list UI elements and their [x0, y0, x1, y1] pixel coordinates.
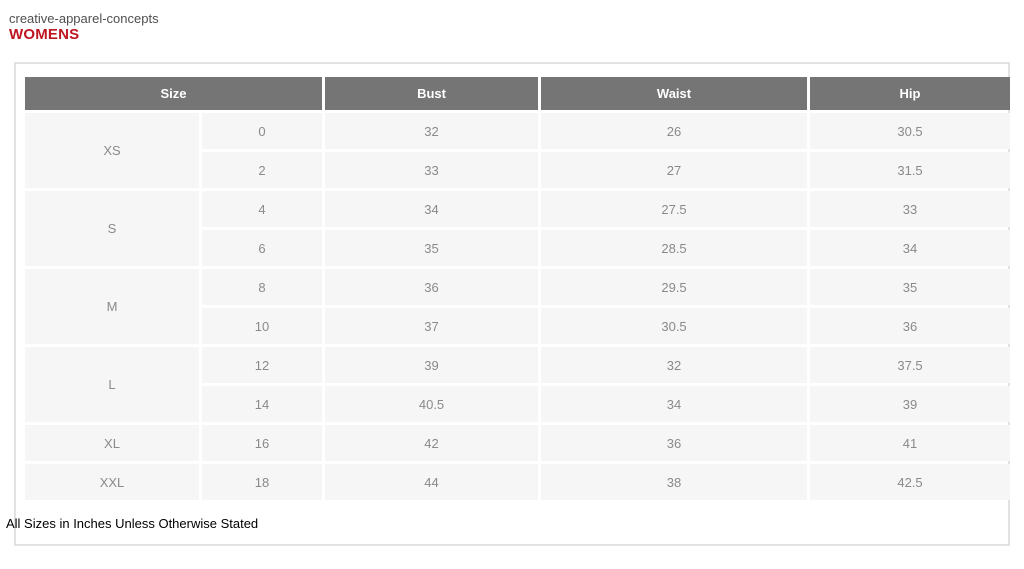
column-header-bust: Bust	[325, 77, 539, 110]
header-row: Size Bust Waist Hip	[25, 77, 1011, 110]
waist-cell: 27.5	[541, 191, 808, 227]
size-cell: 8	[202, 269, 323, 305]
table-row: S 4 34 27.5 33	[25, 191, 1011, 266]
size-cell: 16	[202, 425, 323, 461]
size-cell: 14	[202, 386, 323, 422]
table-row: 14 40.5 34 39	[25, 386, 1011, 422]
waist-cell: 28.5	[541, 230, 808, 266]
hip-cell: 36	[810, 308, 1011, 344]
size-cell: 6	[202, 230, 323, 266]
hip-cell: 33	[810, 191, 1011, 227]
size-chart-panel: Size Bust Waist Hip XS 0 32 26 30.5 2 33 27 31.5…	[14, 62, 1013, 546]
size-group-label: M	[25, 269, 199, 344]
table-row: XL 16 42 36 41	[25, 425, 1011, 461]
hip-cell: 35	[810, 269, 1011, 305]
hip-cell: 41	[810, 425, 1011, 461]
size-cell: 10	[202, 308, 323, 344]
size-group-label: S	[25, 191, 199, 266]
bust-cell: 36	[325, 269, 539, 305]
page-title: WOMENS	[9, 26, 80, 43]
waist-cell: 34	[541, 386, 808, 422]
brand-label: creative-apparel-concepts	[9, 11, 159, 26]
size-group-label: XXL	[25, 464, 199, 500]
size-cell: 18	[202, 464, 323, 500]
bust-cell: 34	[325, 191, 539, 227]
footnote: All Sizes in Inches Unless Otherwise Sta…	[6, 516, 259, 531]
waist-cell: 38	[541, 464, 808, 500]
bust-cell: 37	[325, 308, 539, 344]
table-row: XXL 18 44 38 42.5	[25, 464, 1011, 500]
hip-cell: 31.5	[810, 152, 1011, 188]
column-header-size: Size	[25, 77, 323, 110]
waist-cell: 36	[541, 425, 808, 461]
waist-cell: 32	[541, 347, 808, 383]
size-cell: 0	[202, 113, 323, 149]
bust-cell: 39	[325, 347, 539, 383]
size-chart-table: Size Bust Waist Hip XS 0 32 26 30.5 2 33 27 31.5…	[22, 74, 1013, 503]
hip-cell: 37.5	[810, 347, 1011, 383]
table-row: 6 35 28.5 34	[25, 230, 1011, 266]
table-row: L 12 39 32 37.5	[25, 347, 1011, 422]
column-header-waist: Waist	[541, 77, 808, 110]
bust-cell: 32	[325, 113, 539, 149]
size-table-body: XS 0 32 26 30.5 2 33 27 31.5 S 4 34 27.5 33 6 35 28.5 34 M…	[25, 113, 1011, 500]
waist-cell: 29.5	[541, 269, 808, 305]
hip-cell: 30.5	[810, 113, 1011, 149]
hip-cell: 42.5	[810, 464, 1011, 500]
size-group-label: L	[25, 347, 199, 422]
bust-cell: 33	[325, 152, 539, 188]
size-cell: 4	[202, 191, 323, 227]
size-cell: 12	[202, 347, 323, 383]
size-cell: 2	[202, 152, 323, 188]
size-group-label: XS	[25, 113, 199, 188]
bust-cell: 42	[325, 425, 539, 461]
table-row: 2 33 27 31.5	[25, 152, 1011, 188]
column-header-hip: Hip	[810, 77, 1011, 110]
waist-cell: 26	[541, 113, 808, 149]
table-row: 10 37 30.5 36	[25, 308, 1011, 344]
waist-cell: 27	[541, 152, 808, 188]
hip-cell: 39	[810, 386, 1011, 422]
bust-cell: 40.5	[325, 386, 539, 422]
bust-cell: 35	[325, 230, 539, 266]
waist-cell: 30.5	[541, 308, 808, 344]
hip-cell: 34	[810, 230, 1011, 266]
bust-cell: 44	[325, 464, 539, 500]
size-group-label: XL	[25, 425, 199, 461]
table-row: XS 0 32 26 30.5	[25, 113, 1011, 188]
table-row: M 8 36 29.5 35	[25, 269, 1011, 344]
